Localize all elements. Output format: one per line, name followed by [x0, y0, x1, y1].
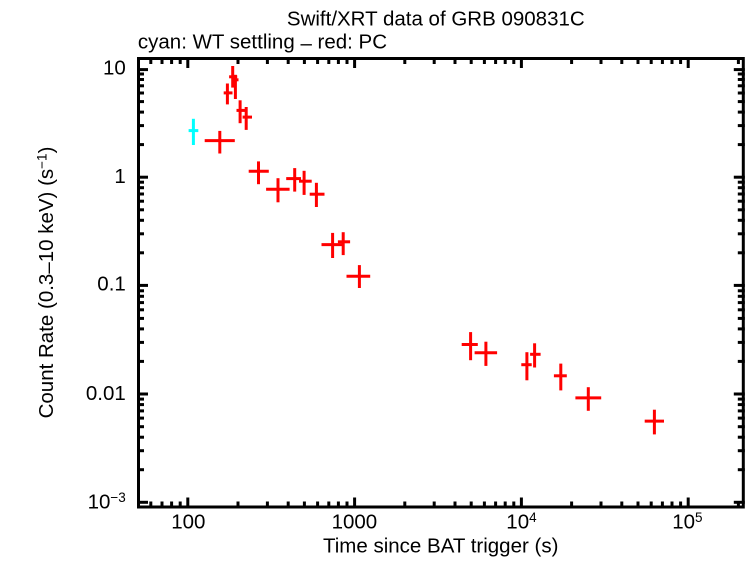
- svg-text:105: 105: [672, 510, 702, 534]
- svg-text:cyan: WT settling – red: PC: cyan: WT settling – red: PC: [138, 30, 387, 55]
- svg-text:1000: 1000: [332, 510, 378, 533]
- svg-text:Time since BAT trigger (s): Time since BAT trigger (s): [323, 535, 558, 558]
- svg-text:0.01: 0.01: [86, 382, 126, 405]
- svg-text:Count Rate (0.3–10 keV) (s−1): Count Rate (0.3–10 keV) (s−1): [35, 147, 60, 419]
- svg-text:100: 100: [171, 510, 205, 533]
- svg-text:0.1: 0.1: [97, 273, 126, 296]
- svg-text:1: 1: [114, 165, 125, 188]
- svg-text:Swift/XRT data of GRB 090831C: Swift/XRT data of GRB 090831C: [287, 7, 585, 30]
- svg-text:10: 10: [103, 57, 126, 80]
